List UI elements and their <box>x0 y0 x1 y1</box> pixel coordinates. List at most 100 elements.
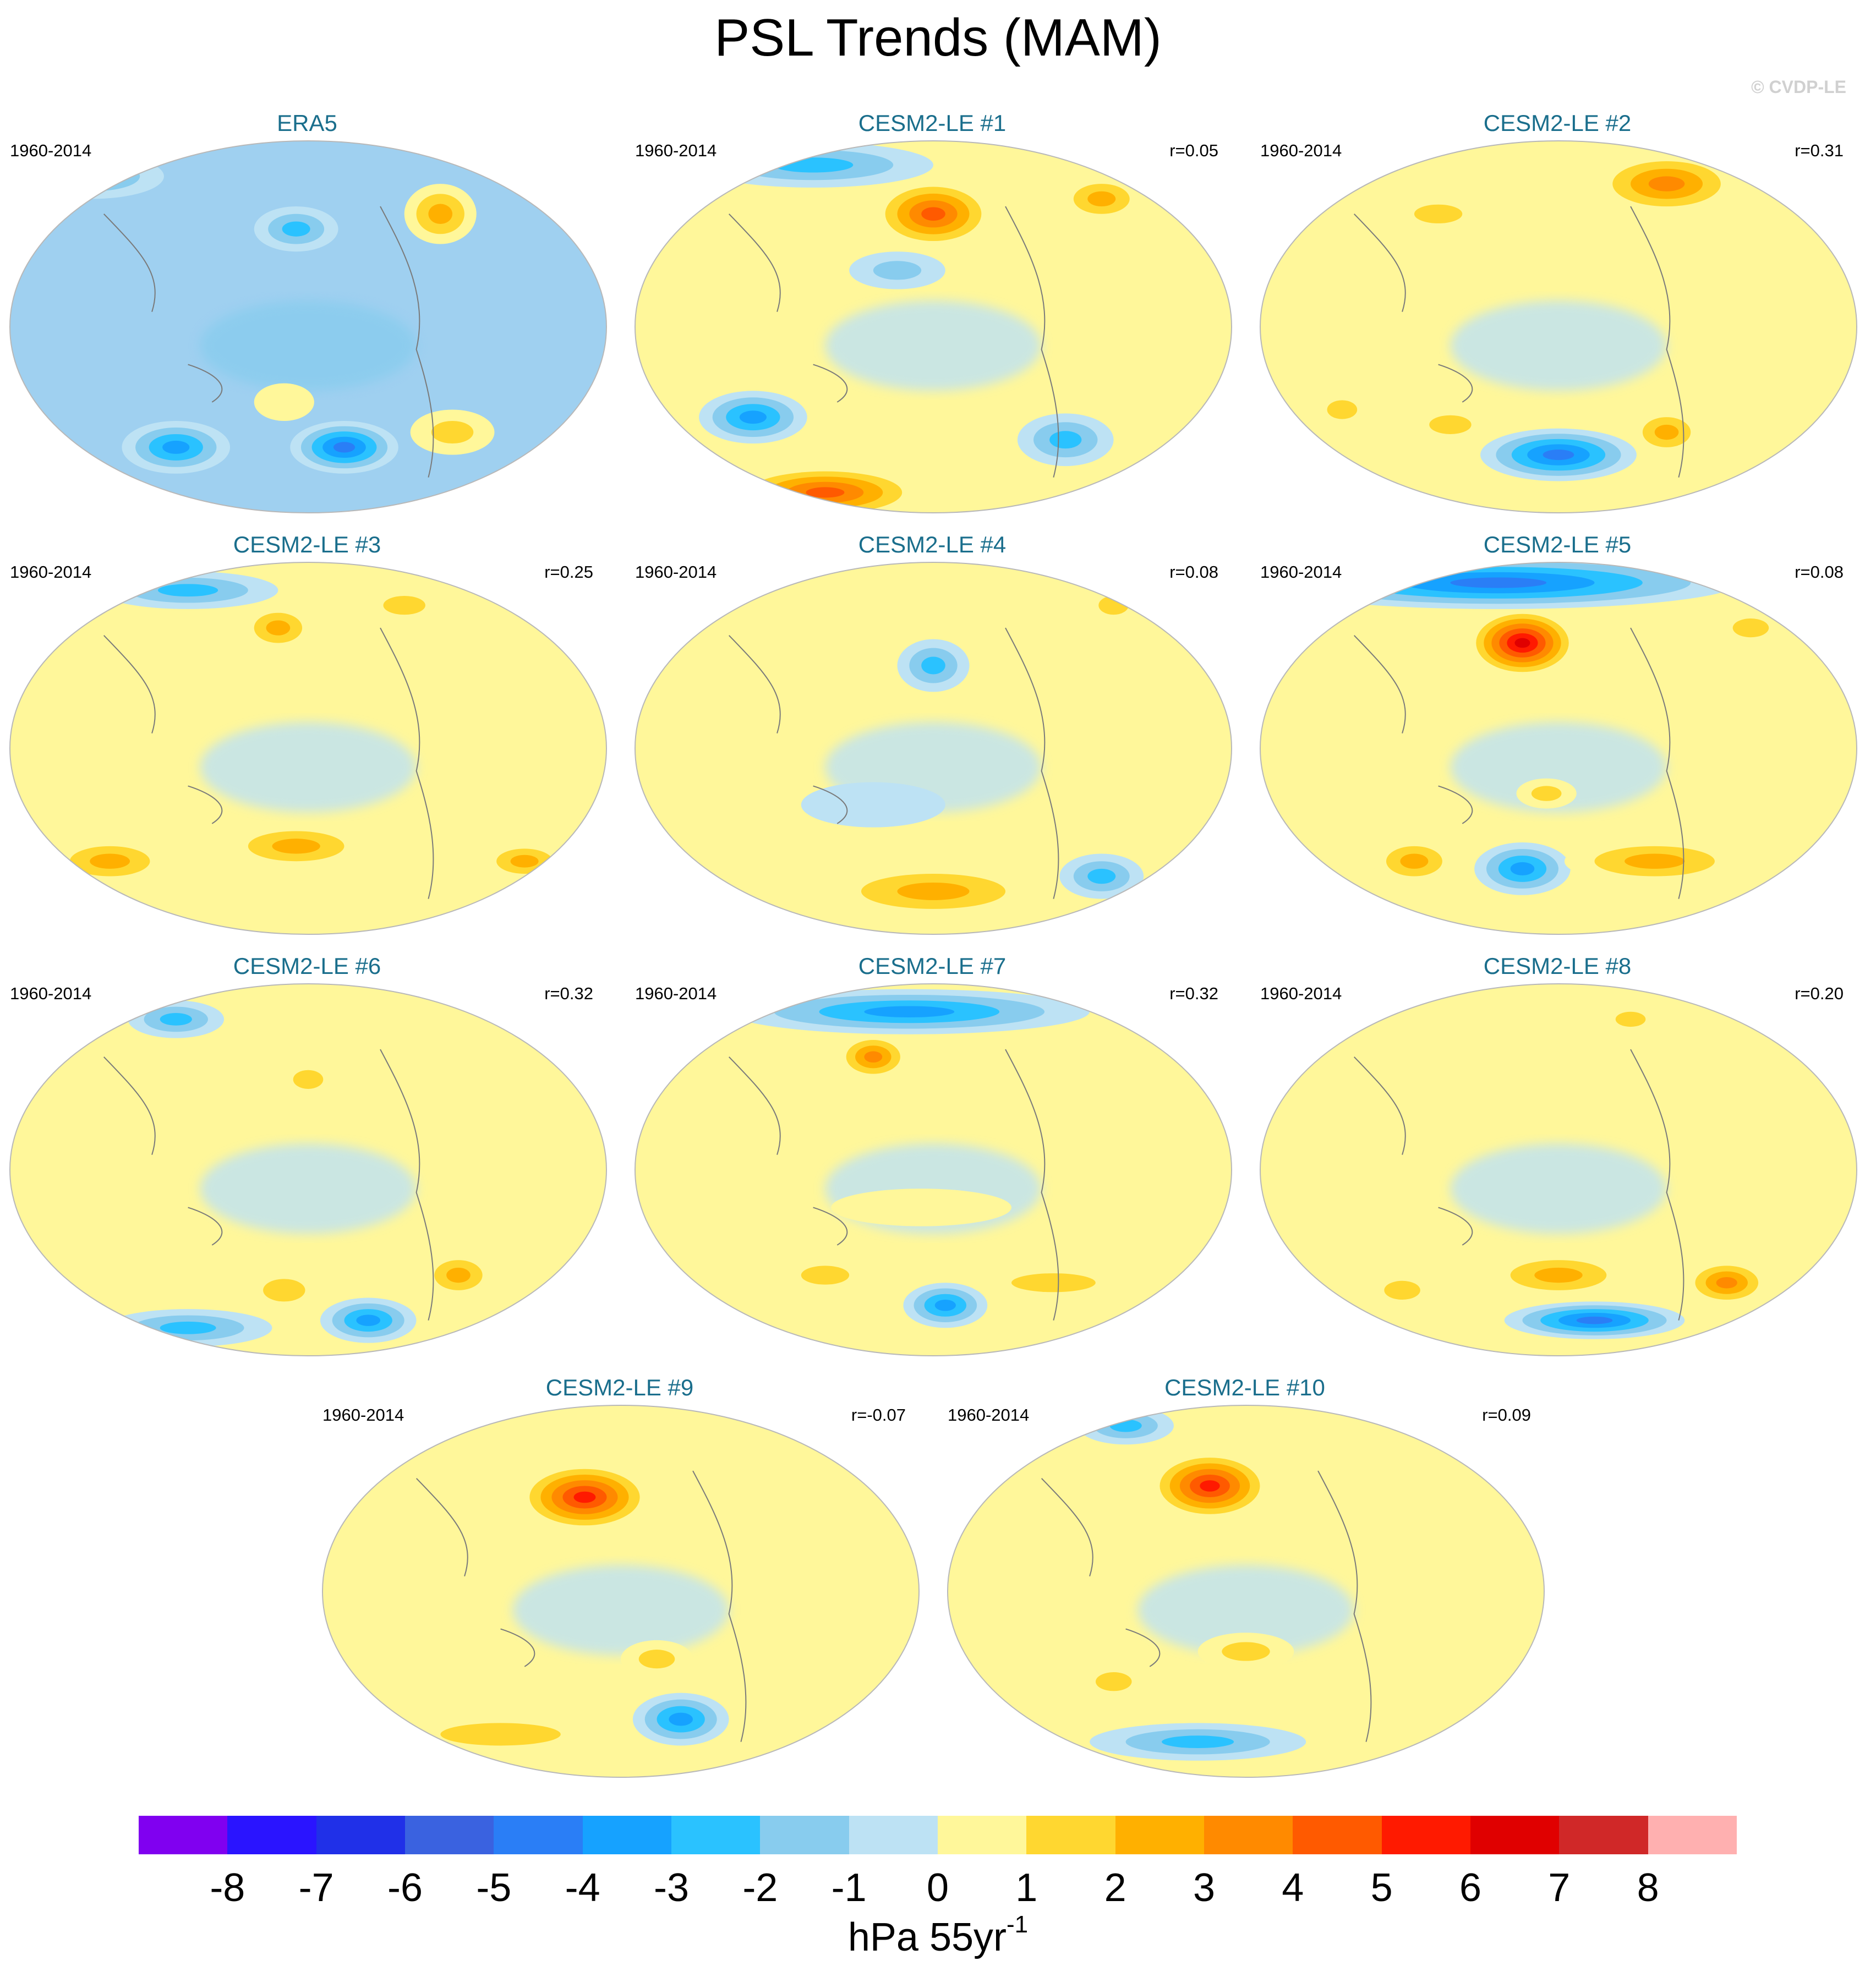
colorbar-tick-label: 0 <box>926 1866 949 1910</box>
trend-contour <box>416 1751 441 1762</box>
colorbar-tick-label: -1 <box>831 1866 867 1910</box>
trend-contour <box>1576 1316 1613 1324</box>
map-canvas <box>947 1405 1545 1778</box>
trend-contour <box>831 1189 1011 1226</box>
trend-contour <box>638 1650 675 1669</box>
coastline <box>728 206 1059 478</box>
map-canvas <box>1260 562 1857 935</box>
colorbar-tick-label: 4 <box>1282 1866 1304 1910</box>
coastline <box>103 1049 434 1321</box>
trend-contour <box>160 1321 216 1334</box>
trend-contour <box>1450 577 1547 588</box>
coastline <box>1353 1049 1684 1321</box>
trend-contour <box>68 168 116 184</box>
map-outline <box>947 1405 1545 1778</box>
colorbar-swatch <box>139 1816 228 1854</box>
map-canvas <box>635 983 1232 1356</box>
map-band <box>512 1565 729 1656</box>
trend-contour <box>1011 1273 1096 1293</box>
panel-title: CESM2-LE #9 <box>545 1374 694 1400</box>
trend-contour <box>162 440 190 454</box>
trend-contour <box>404 1746 453 1767</box>
colorbar-tick-label: 3 <box>1193 1866 1216 1910</box>
coastline <box>1353 206 1684 478</box>
colorbar-swatch <box>582 1816 672 1854</box>
colorbar-swatch <box>1204 1816 1293 1854</box>
colorbar-tick-label: 2 <box>1104 1866 1126 1910</box>
trend-contour <box>1200 1480 1220 1492</box>
colorbar-tick-label: -4 <box>565 1866 600 1910</box>
map-outline <box>635 562 1232 935</box>
panel-period: 1960-2014 <box>635 984 717 1003</box>
map-band <box>1450 1143 1667 1234</box>
trend-contour <box>1096 1672 1132 1691</box>
map-canvas <box>635 562 1232 935</box>
map-panel: CESM2-LE #5 1960-2014 r=0.08 <box>1250 532 1864 939</box>
map-band <box>200 300 417 391</box>
trend-contour <box>90 853 130 869</box>
colorbar-swatch <box>1381 1816 1471 1854</box>
coastline <box>1041 1470 1372 1742</box>
map-outline <box>635 140 1232 513</box>
trend-contour <box>897 882 970 900</box>
trend-contour <box>1087 868 1116 884</box>
trend-contour <box>1087 191 1116 207</box>
trend-contour <box>158 584 218 597</box>
trend-contour <box>263 1279 305 1302</box>
colorbar-tick-label: 7 <box>1548 1866 1571 1910</box>
trend-contour <box>921 656 945 675</box>
trend-contour <box>934 1299 956 1311</box>
map-panel: CESM2-LE #7 1960-2014 r=0.32 <box>625 953 1239 1360</box>
panel-correlation: r=0.32 <box>1169 984 1218 1003</box>
map-canvas <box>9 562 607 935</box>
trend-contour <box>806 487 845 498</box>
map-outline <box>322 1405 920 1778</box>
watermark: © CVDP-LE <box>1751 77 1846 97</box>
panel-period: 1960-2014 <box>635 141 717 160</box>
panel-period: 1960-2014 <box>1260 562 1342 582</box>
panel-title: ERA5 <box>277 110 337 136</box>
panel-title: CESM2-LE #2 <box>1483 110 1632 136</box>
colorbar-swatch <box>1559 1816 1649 1854</box>
map-band <box>200 1143 417 1234</box>
colorbar-tick-label: 6 <box>1459 1866 1482 1910</box>
trend-contour <box>801 1266 850 1285</box>
trend-contour <box>266 620 291 636</box>
colorbar-label: hPa 55yr-1 <box>0 1911 1876 1960</box>
trend-contour <box>1615 1011 1646 1027</box>
trend-contour <box>801 782 945 828</box>
map-canvas <box>635 140 1232 513</box>
panel-period: 1960-2014 <box>1260 141 1342 160</box>
map-panel: CESM2-LE #3 1960-2014 r=0.25 <box>0 532 614 939</box>
coastline <box>103 206 434 478</box>
trend-contour <box>282 221 310 237</box>
map-panel: CESM2-LE #8 1960-2014 r=0.20 <box>1250 953 1864 1360</box>
map-panel: CESM2-LE #1 1960-2014 r=0.05 <box>625 110 1239 517</box>
panel-title: CESM2-LE #6 <box>233 953 381 979</box>
trend-contour <box>293 1070 324 1089</box>
panel-correlation: r=-0.07 <box>851 1405 906 1425</box>
map-band <box>825 300 1042 391</box>
trend-contour <box>1654 424 1679 440</box>
map-outline <box>1260 140 1857 513</box>
colorbar-swatch <box>1470 1816 1560 1854</box>
map-outline <box>635 983 1232 1356</box>
panel-correlation: r=0.25 <box>544 562 593 582</box>
trend-contour <box>864 1006 955 1017</box>
map-panel: CESM2-LE #4 1960-2014 r=0.08 <box>625 532 1239 939</box>
panel-title: CESM2-LE #8 <box>1483 953 1632 979</box>
colorbar-swatch <box>760 1816 850 1854</box>
panel-title: CESM2-LE #5 <box>1483 532 1632 557</box>
trend-contour <box>1162 1735 1234 1748</box>
colorbar-swatch <box>1293 1816 1382 1854</box>
map-panel: CESM2-LE #6 1960-2014 r=0.32 <box>0 953 614 1360</box>
trend-contour <box>1049 431 1082 449</box>
colorbar-swatch <box>494 1816 583 1854</box>
trend-contour <box>1625 853 1685 869</box>
trend-contour <box>333 442 355 453</box>
trend-contour <box>873 261 922 280</box>
colorbar-swatch <box>938 1816 1027 1854</box>
trend-contour <box>383 595 425 615</box>
trend-contour <box>1327 400 1358 419</box>
colorbar-tick-label: -6 <box>387 1866 423 1910</box>
